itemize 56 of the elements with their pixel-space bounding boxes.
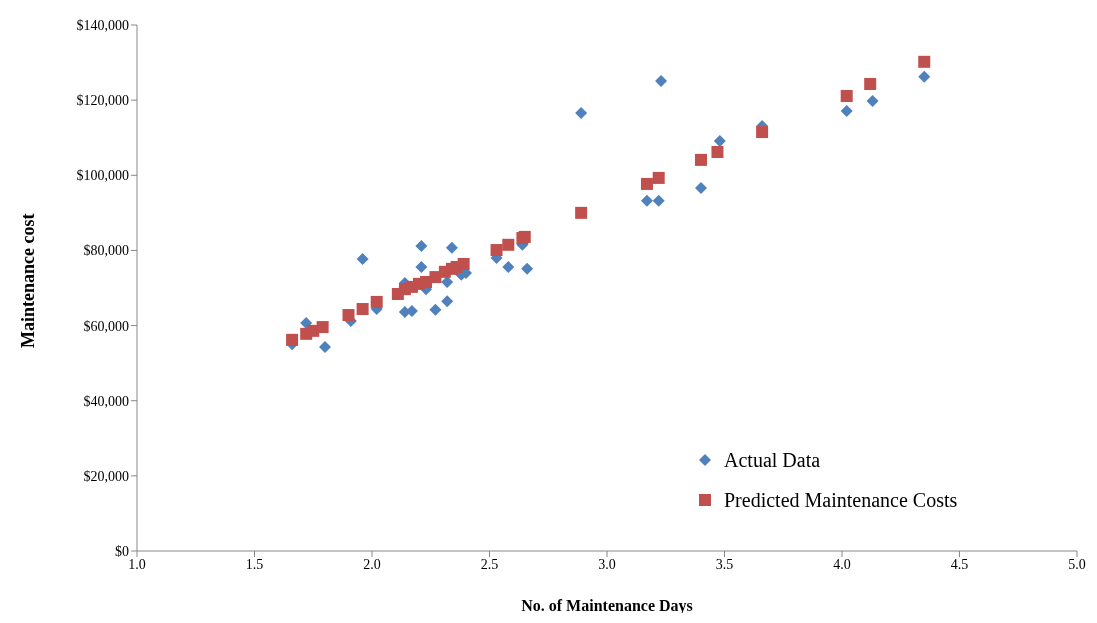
point	[866, 94, 879, 107]
point	[415, 239, 428, 252]
x-tick-label: 1.5	[245, 556, 264, 572]
y-tick-label: $20,000	[83, 468, 129, 484]
point	[918, 55, 931, 68]
point	[756, 126, 769, 139]
y-tick-label: $60,000	[83, 318, 129, 334]
point	[316, 321, 329, 334]
point	[695, 182, 707, 195]
point	[652, 194, 665, 207]
point	[441, 295, 454, 308]
point	[286, 333, 299, 346]
point	[640, 194, 653, 207]
x-tick-label: 1.0	[128, 556, 146, 572]
point	[655, 74, 668, 87]
point	[840, 90, 853, 103]
point	[429, 303, 442, 316]
x-tick-label: 3.0	[598, 556, 616, 572]
point	[356, 253, 369, 266]
point	[342, 309, 355, 322]
point	[490, 244, 503, 257]
point	[445, 241, 458, 254]
point	[356, 303, 369, 316]
y-tick-label: $120,000	[76, 93, 129, 109]
y-tick-label: $100,000	[76, 168, 129, 184]
point	[652, 171, 665, 184]
y-tick-label: $0	[115, 543, 129, 559]
y-axis-title: Maintenance cost	[18, 213, 39, 348]
point	[575, 206, 588, 219]
point	[521, 262, 534, 275]
y-tick-label: $140,000	[76, 17, 129, 33]
y-tick-label: $40,000	[83, 393, 129, 409]
point	[502, 260, 515, 273]
legend-label: Predicted Maintenance Costs	[724, 488, 958, 513]
point	[502, 238, 515, 251]
point	[575, 106, 588, 119]
point	[457, 257, 470, 270]
y-tick-label: $80,000	[83, 243, 129, 259]
x-tick-label: 5.0	[1068, 556, 1086, 572]
x-tick-label: 4.0	[833, 556, 851, 572]
point	[370, 295, 383, 308]
point	[429, 271, 442, 284]
point	[640, 177, 653, 190]
point	[415, 260, 428, 273]
point	[840, 105, 853, 118]
point	[695, 153, 707, 166]
point	[319, 340, 331, 353]
x-tick-label: 3.5	[715, 556, 734, 572]
x-tick-label: 4.5	[950, 556, 969, 572]
point	[711, 145, 724, 158]
x-tick-label: 2.5	[480, 556, 499, 572]
point	[918, 70, 931, 83]
x-tick-label: 2.0	[363, 556, 381, 572]
legend-label: Actual Data	[724, 448, 821, 473]
point	[864, 77, 877, 90]
point	[300, 316, 313, 329]
